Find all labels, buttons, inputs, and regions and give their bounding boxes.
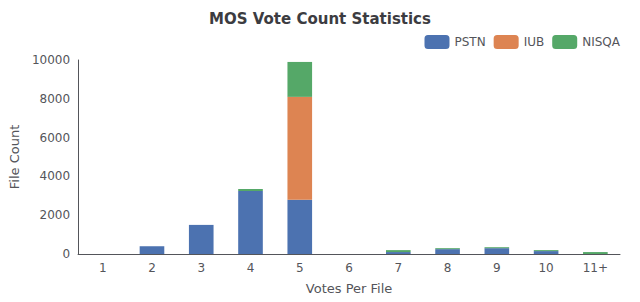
svg-text:6000: 6000 — [40, 131, 71, 145]
svg-text:IUB: IUB — [524, 35, 545, 49]
svg-text:10000: 10000 — [32, 53, 70, 67]
svg-text:NISQA: NISQA — [582, 35, 621, 49]
svg-text:3: 3 — [197, 261, 205, 275]
svg-text:4000: 4000 — [40, 169, 71, 183]
svg-text:7: 7 — [394, 261, 402, 275]
svg-text:4: 4 — [247, 261, 255, 275]
svg-text:6: 6 — [345, 261, 353, 275]
svg-text:0: 0 — [62, 247, 70, 261]
svg-text:10: 10 — [538, 261, 553, 275]
svg-text:Votes Per File: Votes Per File — [306, 281, 392, 296]
svg-text:MOS Vote Count Statistics: MOS Vote Count Statistics — [209, 10, 431, 28]
svg-text:8000: 8000 — [40, 92, 71, 106]
svg-text:9: 9 — [493, 261, 501, 275]
svg-text:2000: 2000 — [40, 208, 71, 222]
svg-text:PSTN: PSTN — [454, 35, 485, 49]
svg-text:2: 2 — [148, 261, 156, 275]
svg-text:11+: 11+ — [583, 261, 608, 275]
svg-text:File Count: File Count — [7, 125, 22, 190]
svg-text:1: 1 — [99, 261, 107, 275]
svg-text:8: 8 — [444, 261, 452, 275]
svg-text:5: 5 — [296, 261, 304, 275]
